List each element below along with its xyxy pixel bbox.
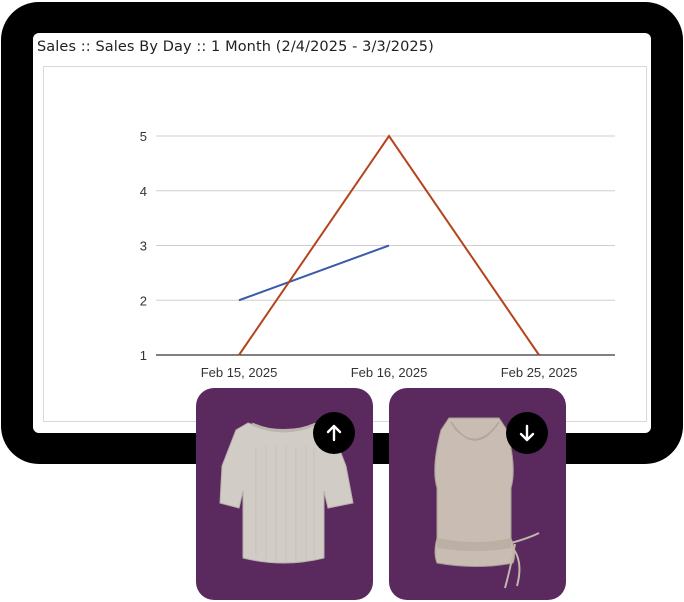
x-tick-label: Feb 15, 2025 — [201, 365, 278, 380]
sales-line-chart: 1 2 3 4 5 Feb 15, 2025 Feb 16, 2025 Feb 25, 202… — [140, 129, 615, 380]
arrow-up-icon — [326, 424, 342, 442]
satin-top-image — [434, 417, 540, 589]
tablet-frame: Sales :: Sales By Day :: 1 Month (2/4/20… — [1, 2, 683, 464]
move-up-button[interactable] — [313, 412, 355, 454]
tablet-screen: Sales :: Sales By Day :: 1 Month (2/4/20… — [33, 33, 651, 433]
product-card-satin-top[interactable] — [389, 388, 566, 600]
y-tick-label: 1 — [140, 348, 147, 363]
series-line-2 — [238, 134, 540, 356]
product-card-knit-top[interactable] — [196, 388, 373, 600]
x-tick-label: Feb 16, 2025 — [351, 365, 428, 380]
y-tick-label: 5 — [140, 129, 147, 144]
x-tick-label: Feb 25, 2025 — [501, 365, 578, 380]
move-down-button[interactable] — [506, 412, 548, 454]
series-line-1 — [238, 244, 390, 302]
y-tick-label: 4 — [140, 184, 147, 199]
y-tick-label: 3 — [140, 239, 147, 254]
arrow-down-icon — [519, 424, 535, 442]
knit-top-image — [219, 422, 354, 564]
chart-title: Sales :: Sales By Day :: 1 Month (2/4/20… — [37, 39, 434, 55]
y-tick-label: 2 — [140, 293, 147, 308]
